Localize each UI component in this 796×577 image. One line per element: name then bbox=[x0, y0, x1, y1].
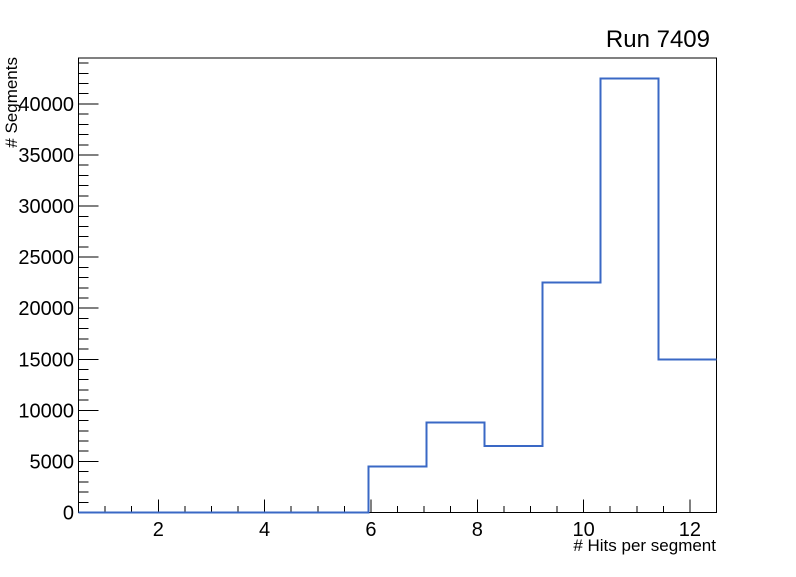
y-tick-label: 40000 bbox=[18, 94, 74, 116]
y-tick-label: 20000 bbox=[18, 298, 74, 320]
x-tick-label: 8 bbox=[472, 519, 483, 541]
y-tick-label: 35000 bbox=[18, 145, 74, 167]
y-tick-label: 5000 bbox=[30, 451, 75, 473]
x-tick-label: 10 bbox=[572, 519, 594, 541]
chart-title: Run 7409 bbox=[606, 26, 710, 53]
x-tick-label: 12 bbox=[679, 519, 701, 541]
x-tick-label: 6 bbox=[365, 519, 376, 541]
histogram-line bbox=[78, 77, 717, 514]
y-tick-label: 10000 bbox=[18, 400, 74, 422]
y-tick-label: 25000 bbox=[18, 247, 74, 269]
y-axis-title: # Segments bbox=[2, 57, 21, 148]
x-tick-label: 4 bbox=[259, 519, 270, 541]
x-tick-label: 2 bbox=[153, 519, 164, 541]
plot-area: 2 4 6 8 10 12 0 5000 10000 15000 20000 25000 30000 35… bbox=[18, 57, 717, 541]
y-tick-label: 30000 bbox=[18, 196, 74, 218]
y-tick-label: 15000 bbox=[18, 349, 74, 371]
x-axis-title: # Hits per segment bbox=[573, 536, 716, 555]
plot-frame bbox=[78, 57, 717, 513]
y-tick-label: 0 bbox=[63, 503, 74, 525]
